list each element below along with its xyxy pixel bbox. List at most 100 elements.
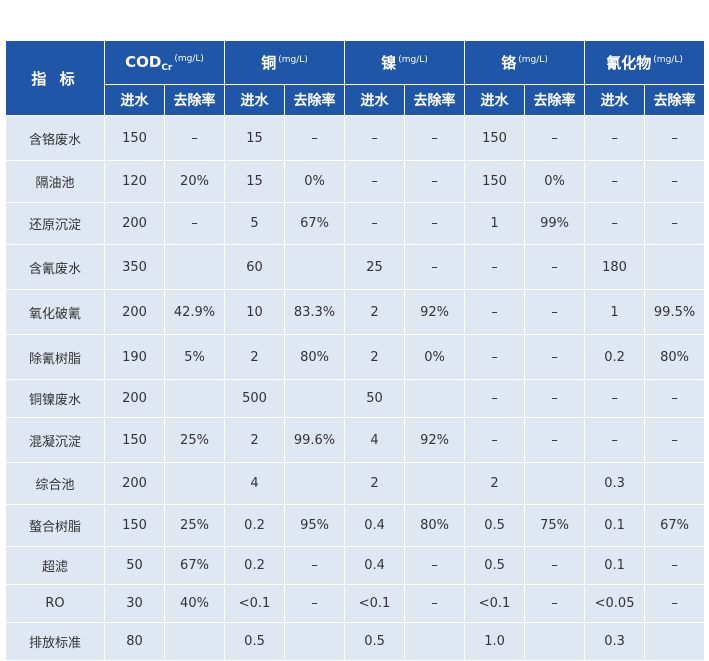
removal-rate-cell: – <box>524 584 586 623</box>
removal-rate-cell <box>524 622 586 661</box>
influent-cell: 2 <box>344 334 406 380</box>
influent-cell: 15 <box>224 160 286 203</box>
influent-cell: 25 <box>344 244 406 290</box>
row-label: 混凝沉淀 <box>5 417 105 463</box>
influent-cell: 0.4 <box>344 504 406 547</box>
removal-rate-cell: 80% <box>404 504 466 547</box>
removal-rate-cell: 25% <box>163 417 226 463</box>
influent-cell: – <box>344 202 406 245</box>
table-row: 混凝沉淀 150 25% 2 99.6% 4 92% – – – – <box>5 417 706 463</box>
removal-rate-cell: 75% <box>524 504 586 547</box>
removal-rate-cell <box>404 462 466 505</box>
influent-cell: <0.1 <box>344 584 406 623</box>
row-label: 综合池 <box>5 462 105 505</box>
removal-rate-cell: 67% <box>644 504 706 547</box>
removal-rate-cell: 99.6% <box>284 417 346 463</box>
group-header-nickel: 镍 (mg/L) <box>344 40 466 85</box>
group-header-cyanide: 氰化物 (mg/L) <box>584 40 706 85</box>
removal-rate-cell: 92% <box>404 417 466 463</box>
influent-cell: 4 <box>344 417 406 463</box>
group-header-chromium: 铬 (mg/L) <box>464 40 586 85</box>
influent-cell: 0.2 <box>584 334 646 380</box>
group-unit: (mg/L) <box>518 55 548 65</box>
influent-cell: 15 <box>224 115 286 161</box>
removal-rate-cell: – <box>284 584 346 623</box>
influent-cell: – <box>464 244 526 290</box>
table-body: 含铬废水 150–15– – –150– – – 隔油池 120 20% 15 0% – –150 0% –… <box>5 115 706 661</box>
influent-cell: 0.5 <box>464 546 526 585</box>
subheader-cell: 去除率 <box>284 84 346 116</box>
group-name: COD <box>125 52 162 71</box>
removal-rate-cell: 40% <box>163 584 226 623</box>
influent-cell: 200 <box>104 202 165 245</box>
influent-cell: 2 <box>224 417 286 463</box>
influent-cell: – <box>584 417 646 463</box>
removal-rate-cell <box>163 379 226 418</box>
removal-rate-cell <box>404 379 466 418</box>
removal-rate-cell <box>524 462 586 505</box>
removal-rate-cell: – <box>524 379 586 418</box>
removal-rate-cell: 42.9% <box>163 289 226 335</box>
removal-rate-cell: 67% <box>284 202 346 245</box>
removal-rate-cell <box>284 622 346 661</box>
table-row: 含铬废水 150–15– – –150– – – <box>5 115 706 161</box>
subheader-cell: 去除率 <box>524 84 586 116</box>
influent-cell: 5 <box>224 202 286 245</box>
row-label: 隔油池 <box>5 160 105 203</box>
influent-cell: 150 <box>104 504 165 547</box>
influent-cell: – <box>584 160 646 203</box>
removal-rate-cell: 83.3% <box>284 289 346 335</box>
table-row: 含氰废水 350 60 25– – –180 <box>5 244 706 290</box>
removal-rate-cell: – <box>404 244 466 290</box>
header-row-groups: 指 标 CODCr(mg/L) 铜 (mg/L) 镍 (mg/L) 铬 (mg/L) … <box>5 40 706 116</box>
influent-cell: 1 <box>584 289 646 335</box>
influent-cell: 120 <box>104 160 165 203</box>
influent-cell: – <box>464 334 526 380</box>
influent-cell: 150 <box>104 417 165 463</box>
table-row: RO 30 40% <0.1– <0.1– <0.1– <0.05– <box>5 584 706 623</box>
influent-cell: 1 <box>464 202 526 245</box>
group-name: 镍 <box>381 54 397 72</box>
removal-rate-cell: 67% <box>163 546 226 585</box>
row-label: 超滤 <box>5 546 105 585</box>
removal-rate-cell: 95% <box>284 504 346 547</box>
group-unit: (mg/L) <box>278 55 308 65</box>
influent-cell: 0.2 <box>224 546 286 585</box>
removal-rate-cell <box>163 622 226 661</box>
removal-rate-cell: – <box>524 244 586 290</box>
table-row: 螯合树脂 150 25% 0.2 95% 0.4 80% 0.5 75% 0.1 67% <box>5 504 706 547</box>
subheader-cell: 进水 <box>584 84 646 116</box>
index-header: 指 标 <box>5 40 105 116</box>
removal-rate-cell <box>644 244 706 290</box>
removal-rate-cell: – <box>644 379 706 418</box>
influent-cell: – <box>584 379 646 418</box>
influent-cell: 500 <box>224 379 286 418</box>
removal-rate-cell <box>284 462 346 505</box>
influent-cell: 0.5 <box>344 622 406 661</box>
subheader-cell: 进水 <box>104 84 165 116</box>
removal-rate-cell: – <box>163 115 226 161</box>
influent-cell: 2 <box>464 462 526 505</box>
influent-cell: 50 <box>104 546 165 585</box>
removal-rate-cell: 92% <box>404 289 466 335</box>
influent-cell: 2 <box>344 462 406 505</box>
table-row: 综合池 200 4 2 2 0.3 <box>5 462 706 505</box>
removal-rate-cell: 0% <box>284 160 346 203</box>
influent-cell: 350 <box>104 244 165 290</box>
removal-rate-cell: – <box>644 417 706 463</box>
removal-rate-cell: – <box>524 115 586 161</box>
influent-cell: 4 <box>224 462 286 505</box>
removal-rate-cell: – <box>404 202 466 245</box>
influent-cell: <0.1 <box>464 584 526 623</box>
influent-cell: – <box>584 115 646 161</box>
table-row: 还原沉淀 200–5 67% – –1 99% – – <box>5 202 706 245</box>
removal-rate-cell: – <box>284 115 346 161</box>
removal-rate-cell <box>284 244 346 290</box>
removal-rate-cell <box>163 244 226 290</box>
influent-cell: 0.2 <box>224 504 286 547</box>
influent-cell: 2 <box>224 334 286 380</box>
removal-rate-cell: – <box>644 584 706 623</box>
removal-rate-cell: – <box>644 202 706 245</box>
removal-rate-cell: – <box>644 160 706 203</box>
removal-rate-cell: – <box>284 546 346 585</box>
